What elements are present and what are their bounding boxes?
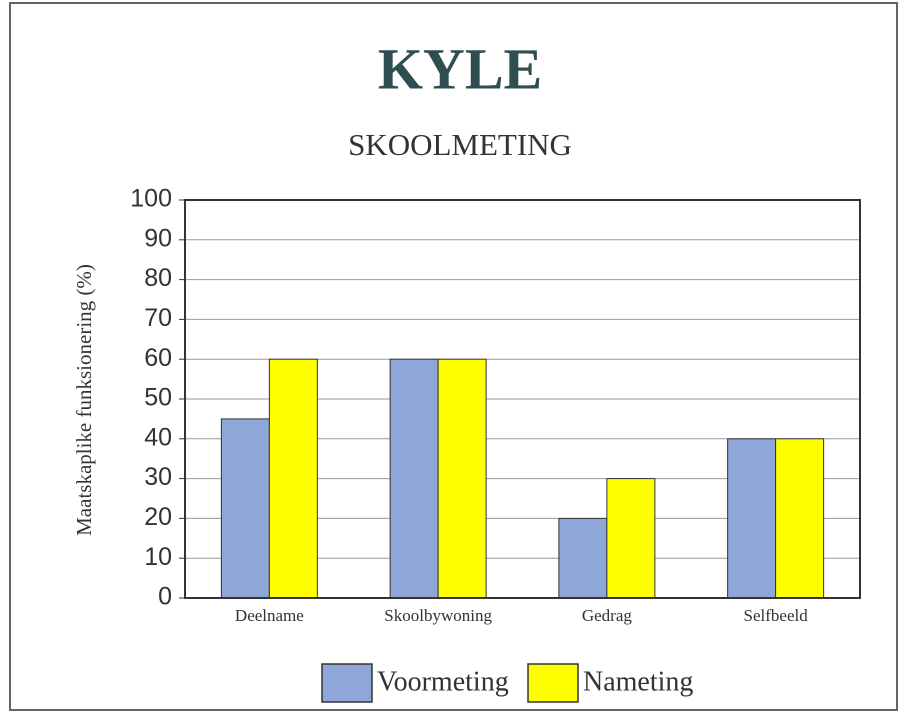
y-tick-label: 30	[144, 463, 172, 491]
x-tick-label: Deelname	[235, 606, 304, 625]
legend-swatch	[527, 663, 579, 703]
plot-border	[184, 199, 861, 599]
x-tick-label: Skoolbywoning	[384, 606, 492, 625]
x-tick-label: Gedrag	[582, 606, 633, 625]
y-tick-label: 80	[144, 264, 172, 292]
y-tick-label: 90	[144, 224, 172, 252]
y-axis-label: Maatskaplike funksionering (%)	[72, 264, 96, 536]
legend-swatch	[321, 663, 373, 703]
y-tick-label: 0	[158, 583, 172, 611]
legend-label: Voormeting	[377, 666, 509, 697]
y-tick-label: 20	[144, 503, 172, 531]
bar	[220, 418, 270, 599]
y-tick-label: 10	[144, 543, 172, 571]
y-tick-label: 40	[144, 423, 172, 451]
chart-subtitle: SKOOLMETING	[348, 127, 572, 162]
y-tick-label: 50	[144, 384, 172, 412]
legend-label: Nameting	[583, 666, 693, 697]
x-tick-label: Selfbeeld	[744, 606, 809, 625]
bar	[606, 478, 656, 599]
bar	[727, 438, 777, 599]
y-tick-label: 100	[130, 185, 172, 213]
bar	[437, 358, 487, 599]
y-tick-label: 60	[144, 344, 172, 372]
bar	[389, 358, 439, 599]
chart-title: KYLE	[378, 36, 542, 101]
bar	[775, 438, 825, 599]
y-tick-label: 70	[144, 304, 172, 332]
bar	[558, 517, 608, 599]
bar	[268, 358, 318, 599]
